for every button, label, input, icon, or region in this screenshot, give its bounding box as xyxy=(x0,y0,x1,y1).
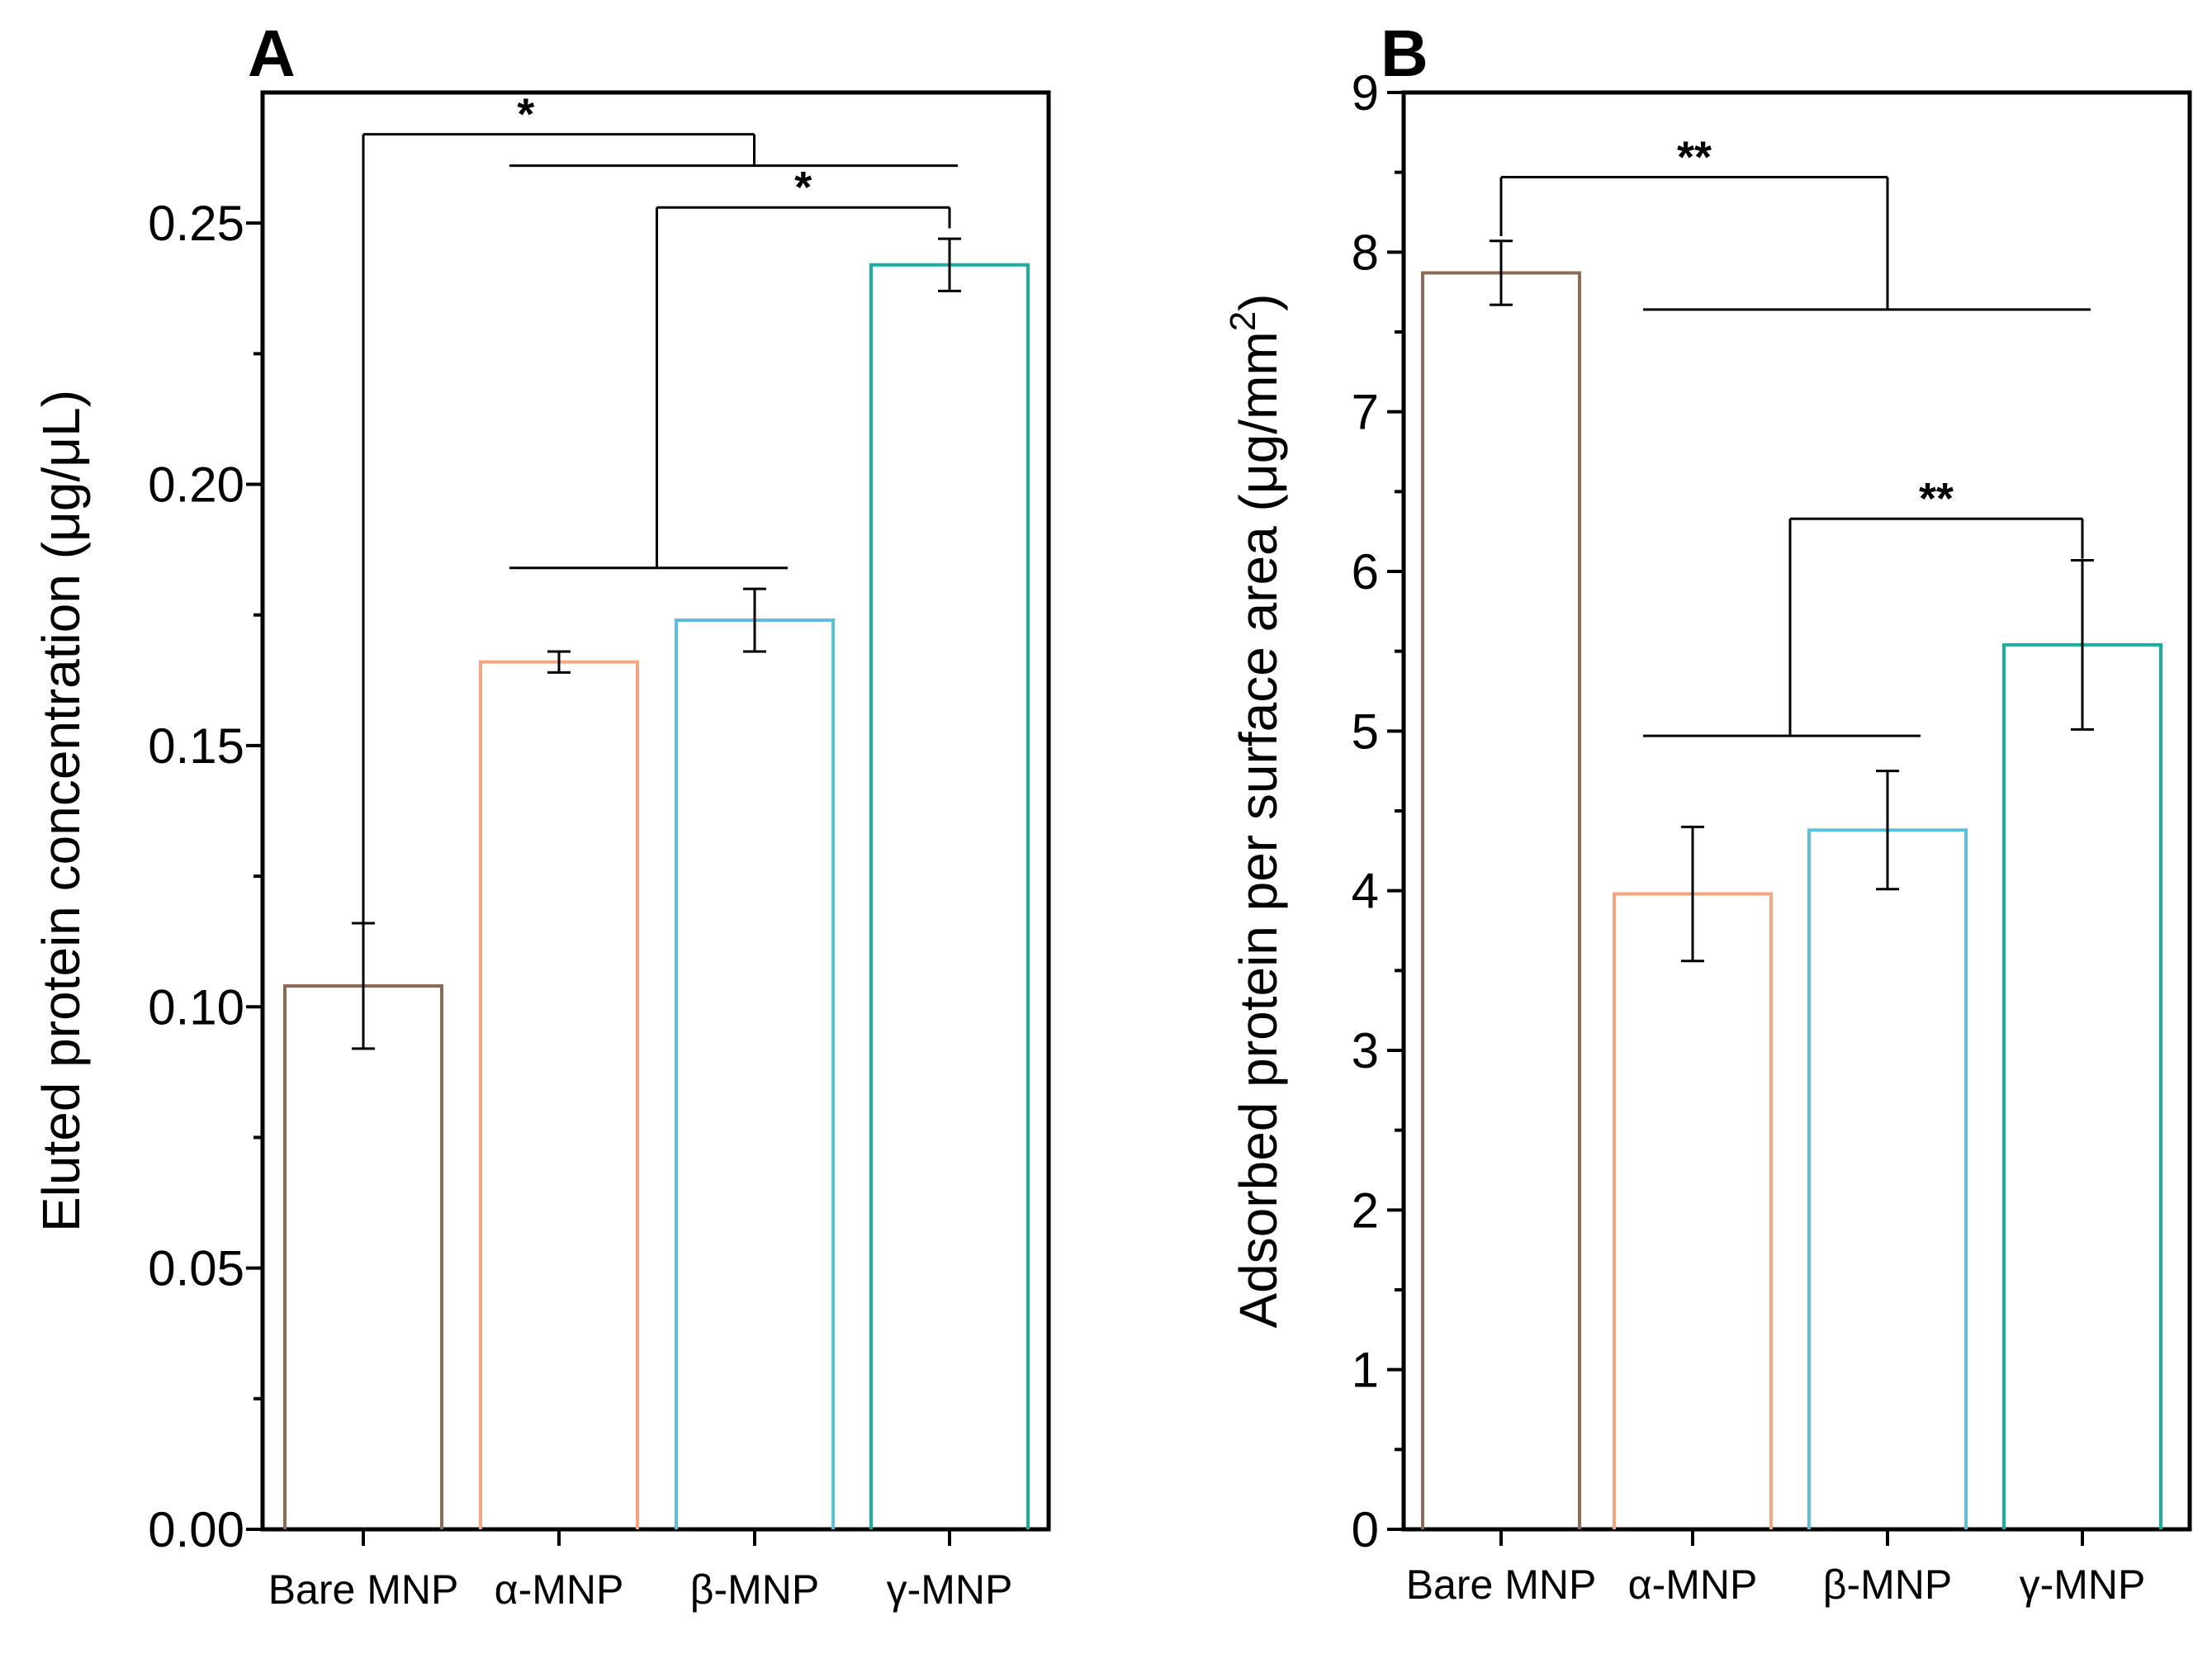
panel-b-y-tick-label: 3 xyxy=(1352,1023,1379,1078)
panel-a-category-label: α-MNP xyxy=(495,1566,624,1613)
panel-a-error-bar xyxy=(743,587,766,653)
panel-a-category-label: γ-MNP xyxy=(887,1566,1013,1613)
panel-b-category-label: γ-MNP xyxy=(2020,1562,2146,1608)
panel-b-y-axis-title-main: Adsorbed protein per surface area (μg/mm xyxy=(1229,331,1288,1328)
panel-a-category-label: Bare MNP xyxy=(268,1566,459,1613)
panel-a-significance-label: * xyxy=(794,163,812,212)
panel-b-axes: 0 1 2 3 4 5 6 7 8 9 Bare MNP α-MNP β-MNP γ-MNP xyxy=(1352,65,2192,1608)
panel-a-letter: A xyxy=(248,17,296,90)
panel-a-error-bar xyxy=(938,237,961,292)
panel-a-bars xyxy=(283,237,1030,1529)
panel-a-significance-label: * xyxy=(517,90,534,140)
panel-b-y-axis-title: Adsorbed protein per surface area (μg/mm… xyxy=(1223,293,1288,1328)
panel-a-axes: 0.00 0.05 0.10 0.15 0.20 0.25 Bare MNP α-MNP β-M… xyxy=(148,90,1051,1613)
panel-b-y-tick-label: 7 xyxy=(1352,385,1379,440)
panel-a-significance-bracket: * xyxy=(509,163,951,570)
panel-b-error-bar xyxy=(1490,239,1513,306)
panel-a-y-tick-label: 0.25 xyxy=(148,196,244,251)
panel-b-category-label: Bare MNP xyxy=(1406,1562,1597,1608)
panel-b-y-tick-label: 1 xyxy=(1352,1343,1379,1398)
panel-a-significance-bracket: * xyxy=(362,90,958,924)
panel-a-y-tick-label: 0.00 xyxy=(148,1502,244,1557)
panel-b-letter: B xyxy=(1381,17,1428,90)
panel-a-error-bar xyxy=(352,922,375,1050)
panel-b-y-tick-label: 8 xyxy=(1352,225,1379,280)
panel-b-bar xyxy=(1613,892,1773,1529)
panel-a-y-axis-title: Eluted protein concentration (μg/μL) xyxy=(31,390,91,1232)
panel-b-significance-bracket: ** xyxy=(1499,132,2091,311)
panel-a-bar xyxy=(675,618,835,1529)
panel-a-error-bar xyxy=(547,650,571,674)
panel-a-bar xyxy=(869,263,1030,1529)
panel-b-error-bar xyxy=(1876,770,1899,891)
panel-b-y-tick-label: 0 xyxy=(1352,1502,1379,1557)
panel-a-y-tick-label: 0.15 xyxy=(148,718,244,774)
panel-a-bar xyxy=(479,660,639,1529)
panel-b-y-tick-label: 6 xyxy=(1352,544,1379,600)
panel-b-frame xyxy=(1401,90,2192,1532)
panel-b-bar xyxy=(1421,271,1581,1529)
panel-b-y-axis-title-end: ) xyxy=(1229,293,1288,310)
panel-b-y-tick-label: 4 xyxy=(1352,864,1379,919)
panel-b-significance: ** ** xyxy=(1499,132,2091,737)
panel-b-error-bar xyxy=(1681,825,1704,963)
panel-a-significance: ** xyxy=(362,90,958,924)
panel-a-y-tick-label: 0.20 xyxy=(148,457,244,513)
panel-a-category-label: β-MNP xyxy=(690,1566,820,1613)
panel-a-bar xyxy=(283,983,443,1529)
panel-b-error-bar xyxy=(2071,558,2094,731)
panel-a-y-tick-label: 0.05 xyxy=(148,1241,244,1296)
panel-b-significance-bracket: ** xyxy=(1643,474,2084,737)
panel-b-bars xyxy=(1421,239,2162,1529)
panel-b-significance-label: ** xyxy=(1919,474,1954,524)
panel-a-y-tick-label: 0.10 xyxy=(148,979,244,1035)
panel-b-category-label: β-MNP xyxy=(1823,1562,1953,1608)
panel-b-bar xyxy=(1807,828,1968,1529)
panel-a: A 0.00 0.05 0.10 0.15 0.20 0.25 Bare MNP α-MNP β… xyxy=(31,17,1051,1613)
panel-b-y-axis-title-sup: 2 xyxy=(1223,311,1263,331)
panel-b-significance-label: ** xyxy=(1677,132,1712,182)
panel-b-category-label: α-MNP xyxy=(1628,1562,1758,1608)
panel-b-y-tick-label: 2 xyxy=(1352,1182,1379,1238)
panel-a-frame xyxy=(260,90,1051,1532)
panel-b-bar xyxy=(2002,642,2162,1529)
panel-b-y-tick-label: 9 xyxy=(1352,65,1379,121)
panel-b-y-tick-label: 5 xyxy=(1352,704,1379,759)
